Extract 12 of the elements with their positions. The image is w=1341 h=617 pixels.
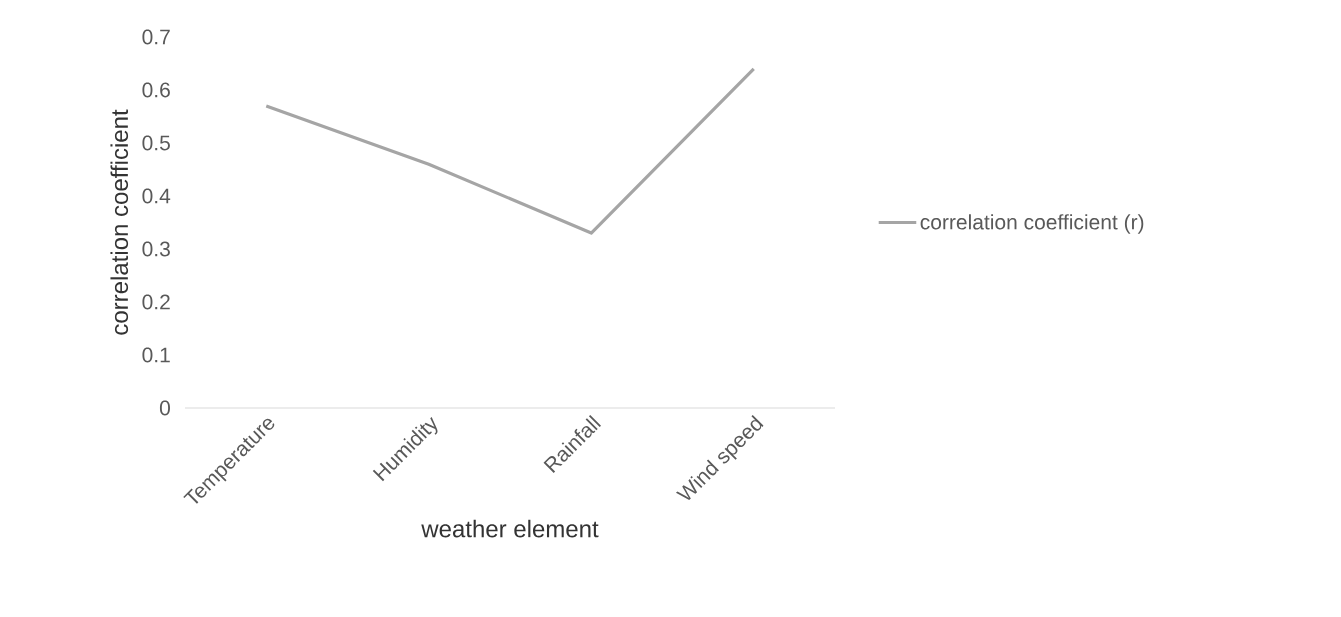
y-tick-label: 0 (159, 400, 170, 416)
y-axis-title: correlation coefficient (110, 109, 129, 335)
y-tick-label: 0.4 (142, 188, 171, 204)
y-tick-label: 0.2 (142, 294, 170, 310)
legend-label: correlation coefficient (r) (920, 214, 1144, 234)
y-tick-label: 0.7 (142, 29, 170, 45)
line-series (264, 67, 756, 235)
y-tick-label: 0.6 (142, 82, 170, 98)
x-axis-title: weather element (421, 519, 599, 538)
y-tick-label: 0.5 (142, 135, 170, 151)
y-tick-label: 0.3 (142, 241, 170, 257)
y-tick-label: 0.1 (142, 347, 170, 363)
